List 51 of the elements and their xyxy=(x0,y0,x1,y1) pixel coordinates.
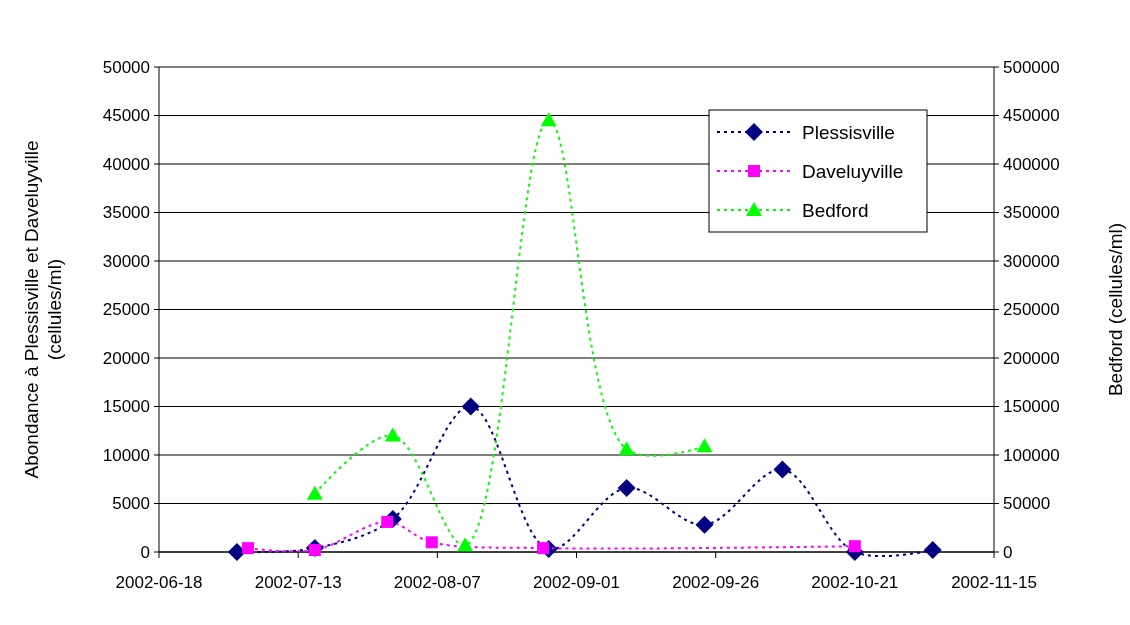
x-tick-label: 2002-10-21 xyxy=(811,573,899,592)
y-tick-label: 15000 xyxy=(102,397,150,417)
y-tick-label: 25000 xyxy=(102,300,150,320)
point xyxy=(618,441,635,456)
x-tick-label: 2002-09-01 xyxy=(533,573,620,592)
y2-tick-label: 150000 xyxy=(1003,397,1060,417)
x-tick-label: 2002-06-18 xyxy=(115,573,203,592)
y2-tick-label: 400000 xyxy=(1003,154,1060,174)
y2-tick-label: 100000 xyxy=(1003,445,1060,465)
y-tick-label: 0 xyxy=(140,542,150,562)
legend-label: Daveluyville xyxy=(802,160,904,182)
y2-axis-title: Bedford (cellules/ml) xyxy=(1105,222,1126,397)
y-tick-label: 40000 xyxy=(102,154,150,174)
y2-tick-label: 500000 xyxy=(1003,57,1060,77)
legend-label: Plessisville xyxy=(802,121,895,143)
point xyxy=(540,112,557,127)
point xyxy=(773,460,792,479)
x-tick-label: 2002-07-13 xyxy=(254,573,342,592)
point xyxy=(537,542,550,555)
y2-tick-label: 300000 xyxy=(1003,251,1060,271)
x-tick-label: 2002-08-07 xyxy=(393,573,481,592)
y-tick-label: 20000 xyxy=(102,348,150,368)
y-tick-label: 45000 xyxy=(102,106,150,126)
point xyxy=(695,515,714,534)
point xyxy=(227,543,246,561)
y2-tick-label: 250000 xyxy=(1003,300,1060,320)
point xyxy=(425,536,438,549)
point xyxy=(381,515,394,528)
point xyxy=(617,478,636,497)
x-tick-label: 2002-11-15 xyxy=(951,573,1037,592)
legend-label: Bedford xyxy=(802,199,869,221)
y-tick-label: 10000 xyxy=(102,445,150,465)
y2-tick-label: 0 xyxy=(1003,542,1013,562)
x-tick-label: 2002-09-26 xyxy=(672,573,760,592)
y-tick-label: 35000 xyxy=(102,203,150,223)
point xyxy=(696,438,713,453)
point xyxy=(457,537,474,552)
point xyxy=(848,540,861,553)
y-axis-title: Abondance à Plessisville et Daveluyville (cellules/ml) xyxy=(21,140,65,479)
y-tick-label: 50000 xyxy=(102,57,150,77)
y2-tick-label: 350000 xyxy=(1003,203,1060,223)
y2-tick-label: 450000 xyxy=(1003,106,1060,126)
y2-tick-label: 200000 xyxy=(1003,348,1060,368)
point xyxy=(384,427,401,442)
y-tick-label: 5000 xyxy=(112,494,150,514)
point xyxy=(306,485,323,500)
point xyxy=(461,397,480,416)
y-tick-label: 30000 xyxy=(102,251,150,271)
point xyxy=(923,541,942,560)
point xyxy=(242,542,255,555)
y2-tick-label: 50000 xyxy=(1003,494,1051,514)
